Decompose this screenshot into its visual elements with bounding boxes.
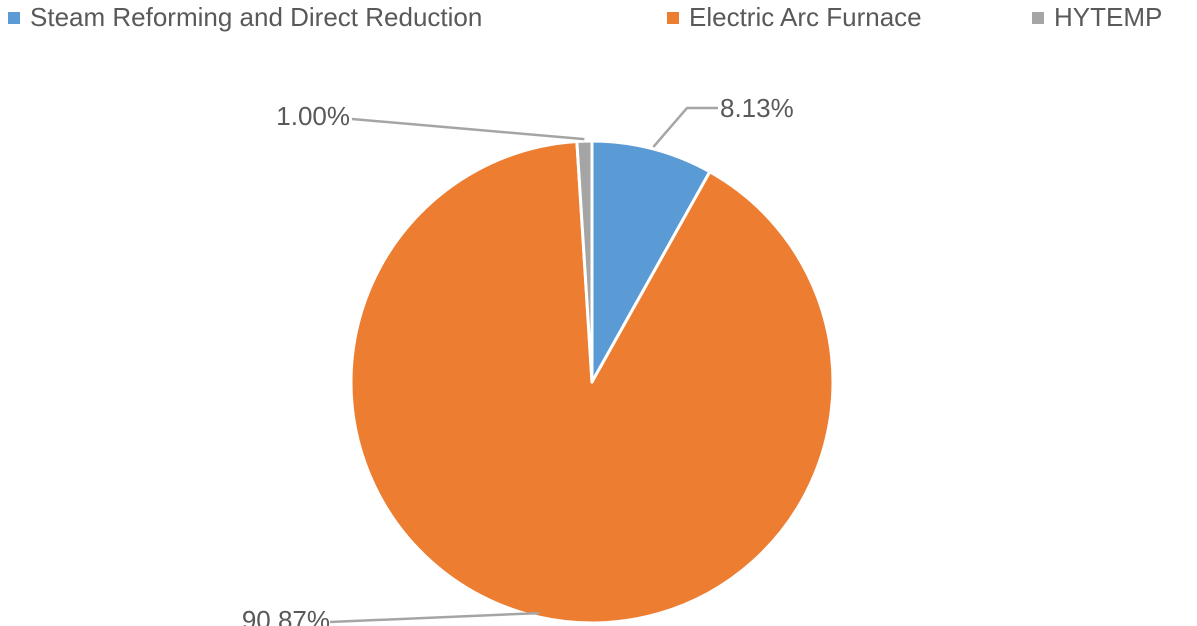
data-labels: 8.13% 90.87% 1.00%: [242, 93, 794, 626]
pie-slice-hytemp: [575, 139, 594, 384]
legend-swatch-electric-arc-furnace: [667, 11, 679, 24]
legend: Steam Reforming and Direct Reduction Ele…: [0, 0, 1197, 40]
legend-item-steam-reforming: Steam Reforming and Direct Reduction: [8, 2, 482, 33]
leader-line-steam-reforming-and-direct-reduction: [652, 106, 718, 148]
legend-swatch-hytemp: [1032, 11, 1044, 24]
data-label-hytemp: 1.00%: [276, 101, 350, 131]
pie-slices: [349, 139, 835, 625]
data-label-electric-arc-furnace: 90.87%: [242, 605, 330, 626]
leader-line-electric-arc-furnace: [329, 611, 540, 624]
legend-item-electric-arc-furnace: Electric Arc Furnace: [667, 2, 922, 33]
leader-lines: [329, 106, 718, 624]
legend-label-steam-reforming: Steam Reforming and Direct Reduction: [30, 2, 483, 32]
legend-swatch-steam-reforming: [8, 11, 20, 24]
legend-label-electric-arc-furnace: Electric Arc Furnace: [689, 2, 922, 32]
legend-item-hytemp: HYTEMP: [1032, 2, 1162, 33]
data-label-steam-reforming-and-direct-reduction: 8.13%: [720, 93, 794, 123]
pie-slice-steam-reforming-and-direct-reduction: [590, 139, 712, 384]
legend-label-hytemp: HYTEMP: [1054, 2, 1163, 32]
leader-line-hytemp: [351, 117, 585, 141]
